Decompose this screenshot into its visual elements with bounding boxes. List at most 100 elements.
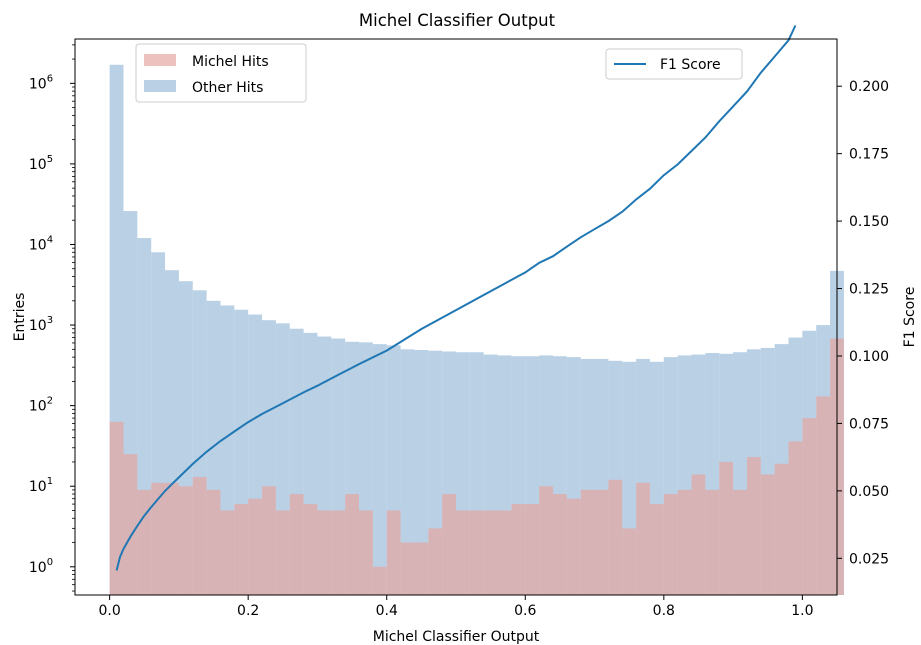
x-axis-ticks: 0.0 0.2 0.4 0.6 0.8 1.0 bbox=[99, 595, 813, 619]
michel-hits-bar-16 bbox=[331, 510, 346, 595]
michel-hits-bar-12 bbox=[275, 510, 290, 595]
michel-hits-bar-20 bbox=[386, 510, 401, 595]
michel-hits-bar-40 bbox=[663, 494, 678, 595]
y-tick-label-1: 101 bbox=[29, 476, 53, 495]
y-tick-exp-5: 5 bbox=[47, 154, 53, 165]
y2-tick-label-5: 0.150 bbox=[849, 214, 889, 230]
x-tick-label-0: 0.0 bbox=[99, 603, 121, 619]
legend-left: Michel Hits Other Hits bbox=[135, 43, 307, 103]
michel-hits-bar-21 bbox=[400, 542, 415, 595]
michel-hits-bar-32 bbox=[552, 494, 567, 595]
x-tick-label-1: 0.2 bbox=[237, 603, 259, 619]
y-tick-label-2: 102 bbox=[29, 396, 53, 415]
michel-hits-bar-18 bbox=[359, 510, 373, 595]
x-tick-label-4: 0.8 bbox=[653, 603, 675, 619]
y-tick-exp-0: 0 bbox=[47, 557, 53, 568]
y2-tick-label-7: 0.200 bbox=[849, 79, 889, 95]
michel-hits-bar-1 bbox=[123, 454, 138, 595]
michel-hits-bar-26 bbox=[469, 510, 484, 595]
michel-hits-bar-46 bbox=[746, 457, 761, 595]
y-tick-label-5: 105 bbox=[29, 154, 53, 173]
michel-hits-bar-30 bbox=[525, 504, 540, 595]
x-tick-label-3: 0.6 bbox=[514, 603, 536, 619]
michel-hits-bar-36 bbox=[608, 479, 623, 595]
michel-hits-bar-49 bbox=[788, 441, 803, 595]
michel-hits-bar-39 bbox=[649, 504, 664, 595]
y2-tick-label-0: 0.025 bbox=[849, 551, 889, 567]
michel-hits-bar-27 bbox=[483, 510, 498, 595]
y-tick-exp-4: 4 bbox=[47, 234, 53, 245]
michel-hits-bar-9 bbox=[234, 504, 249, 595]
michel-hits-bar-19 bbox=[372, 566, 387, 595]
michel-hits-bar-25 bbox=[456, 510, 470, 595]
michel-hits-bar-34 bbox=[580, 489, 595, 595]
michel-hits-bar-31 bbox=[539, 486, 553, 595]
michel-hits-bar-45 bbox=[733, 489, 747, 595]
y-tick-label-4: 104 bbox=[29, 234, 53, 253]
michel-hits-bar-0 bbox=[109, 421, 124, 595]
other-hits-bar-21 bbox=[400, 349, 415, 595]
legend-right: F1 Score bbox=[605, 48, 743, 80]
michel-hits-bar-42 bbox=[691, 474, 706, 595]
legend-label-michel: Michel Hits bbox=[192, 54, 269, 70]
y-tick-exp-1: 1 bbox=[47, 476, 53, 487]
michel-hits-bar-37 bbox=[622, 528, 637, 595]
michel-hits-bar-24 bbox=[442, 494, 456, 595]
michel-hits-bar-11 bbox=[262, 486, 276, 595]
michel-hits-bar-38 bbox=[636, 482, 650, 595]
michel-hits-bar-8 bbox=[220, 510, 235, 595]
michel-hits-bar-44 bbox=[719, 461, 734, 595]
legend-right-frame bbox=[605, 48, 743, 80]
y-tick-label-0: 100 bbox=[29, 557, 53, 576]
y-tick-exp-6: 6 bbox=[47, 73, 53, 84]
y2-tick-label-4: 0.125 bbox=[849, 282, 889, 298]
y2-tick-label-1: 0.050 bbox=[849, 484, 889, 500]
michel-hits-bars bbox=[109, 338, 844, 595]
michel-hits-bar-4 bbox=[165, 482, 179, 595]
michel-hits-bar-23 bbox=[428, 528, 443, 595]
other-hits-bar-19 bbox=[372, 344, 387, 595]
michel-hits-bar-14 bbox=[303, 504, 318, 595]
y-tick-label-6: 106 bbox=[29, 73, 53, 92]
y-tick-exp-2: 2 bbox=[47, 396, 53, 407]
michel-hits-bar-41 bbox=[677, 489, 692, 595]
michel-hits-bar-48 bbox=[774, 463, 789, 595]
legend-label-f1: F1 Score bbox=[660, 57, 721, 73]
michel-hits-bar-47 bbox=[760, 474, 775, 595]
michel-hits-bar-50 bbox=[802, 418, 817, 595]
chart-title: Michel Classifier Output bbox=[359, 11, 556, 30]
x-tick-label-2: 0.4 bbox=[376, 603, 398, 619]
michel-hits-bar-22 bbox=[414, 542, 429, 595]
legend-left-frame bbox=[135, 43, 307, 103]
plot-frame bbox=[74, 38, 838, 596]
michel-hits-bar-51 bbox=[816, 396, 831, 595]
f1-score-layer bbox=[115, 25, 797, 571]
f1-score-line bbox=[115, 25, 797, 571]
michel-hits-bar-10 bbox=[248, 498, 263, 595]
michel-hits-bar-15 bbox=[317, 510, 332, 595]
y2-tick-label-3: 0.100 bbox=[849, 349, 889, 365]
y2-tick-label-6: 0.175 bbox=[849, 147, 889, 163]
y-axis-title: Entries bbox=[12, 293, 28, 342]
legend-swatch-michel bbox=[144, 54, 176, 66]
legend-swatch-other bbox=[144, 80, 176, 92]
y-tick-label-3: 103 bbox=[29, 315, 53, 334]
y2-axis-title: F1 Score bbox=[902, 287, 918, 348]
michel-hits-bar-5 bbox=[178, 486, 193, 595]
y2-axis-ticks: 0.025 0.050 0.075 0.100 0.125 0.150 0.175 0.200 bbox=[837, 79, 889, 567]
michel-hits-bar-2 bbox=[137, 489, 152, 595]
michel-hits-bar-7 bbox=[206, 489, 221, 595]
michel-hits-bar-29 bbox=[511, 504, 526, 595]
michel-hits-bar-33 bbox=[566, 498, 581, 595]
y-tick-exp-3: 3 bbox=[47, 315, 53, 326]
x-tick-label-5: 1.0 bbox=[791, 603, 813, 619]
legend-label-other: Other Hits bbox=[192, 80, 263, 96]
michel-hits-bar-43 bbox=[705, 489, 720, 595]
michel-hits-bar-6 bbox=[192, 477, 207, 595]
michel-hits-bar-28 bbox=[497, 510, 512, 595]
y2-tick-label-2: 0.075 bbox=[849, 416, 889, 432]
michel-hits-bar-35 bbox=[594, 489, 609, 595]
other-hits-bar-22 bbox=[414, 350, 429, 595]
